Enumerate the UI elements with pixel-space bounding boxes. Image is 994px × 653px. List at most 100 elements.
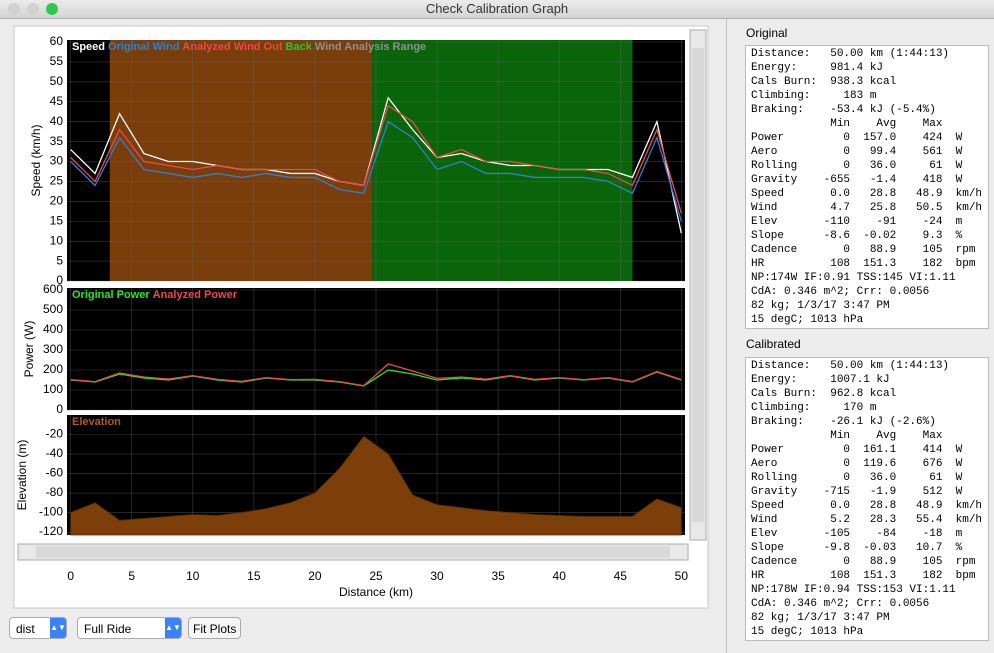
legend-entry: Analyzed Wind: [182, 41, 260, 53]
minimize-button[interactable]: [27, 3, 39, 15]
stats-line: Gravity -655 -1.4 418 W: [751, 174, 963, 186]
legend-entry: Analyzed Power: [153, 289, 238, 301]
stats-line: Cadence 0 88.9 105 rpm: [751, 556, 976, 568]
y-tick-label: 55: [50, 54, 64, 68]
y-tick-label: 10: [50, 233, 64, 247]
legend-entry: Wind Analysis Range: [315, 41, 426, 53]
stats-line: Cals Burn: 962.8 kcal: [751, 388, 897, 400]
stats-line: Elev -105 -84 -18 m: [751, 528, 963, 540]
y-axis-label: Elevation (m): [15, 440, 29, 511]
y-axis-label: Speed (km/h): [29, 124, 43, 196]
y-tick-label: 0: [56, 273, 63, 287]
y-tick-label: 35: [50, 134, 64, 148]
x-tick-label: 0: [67, 569, 74, 583]
legend-entry: Out: [264, 41, 283, 53]
stats-line: Energy: 1007.1 kJ: [751, 374, 890, 386]
zoom-button[interactable]: [46, 3, 58, 15]
close-button[interactable]: [8, 3, 20, 15]
button-label: Fit Plots: [193, 622, 237, 636]
stats-line: Climbing: 183 m: [751, 90, 877, 102]
y-tick-label: -60: [46, 466, 64, 480]
range-select[interactable]: Full Ride ▲▼: [77, 617, 182, 639]
stats-line: Speed 0.0 28.8 48.9 km/h: [751, 500, 983, 512]
stats-line: Rolling 0 36.0 61 W: [751, 472, 963, 484]
y-tick-label: 30: [50, 154, 64, 168]
stats-line: Braking: -53.4 kJ (-5.4%): [751, 104, 936, 116]
region: [372, 40, 633, 281]
y-tick-label: -120: [39, 524, 63, 538]
y-tick-label: 0: [56, 402, 63, 416]
x-tick-label: 45: [614, 569, 628, 583]
stats-line: NP:174W IF:0.91 TSS:145 VI:1.11: [751, 272, 956, 284]
legend-entry: Original Wind: [108, 41, 179, 53]
title-bar: Check Calibration Graph: [0, 0, 994, 19]
divider: [726, 19, 727, 653]
y-tick-label: 20: [50, 194, 64, 208]
stats-line: Cals Burn: 938.3 kcal: [751, 76, 897, 88]
y-tick-label: 50: [50, 74, 64, 88]
scroll-thumb[interactable]: [692, 48, 704, 522]
panel-title: Calibrated: [746, 337, 801, 351]
stats-line: CdA: 0.346 m^2; Crr: 0.0056: [751, 598, 930, 610]
stats-line: Power 0 161.1 414 W: [751, 444, 963, 456]
y-tick-label: -80: [46, 485, 64, 499]
stats-line: Elev -110 -91 -24 m: [751, 216, 963, 228]
stats-line: Slope -8.6 -0.02 9.3 %: [751, 230, 963, 242]
x-tick-label: 5: [128, 569, 135, 583]
y-tick-label: -40: [46, 446, 64, 460]
x-tick-label: 40: [553, 569, 567, 583]
y-tick-label: 500: [43, 302, 63, 316]
stats-line: Min Avg Max: [751, 118, 943, 130]
legend-entry: Original Power: [72, 289, 150, 301]
x-tick-label: 35: [491, 569, 505, 583]
y-tick-label: -100: [39, 505, 63, 519]
select-arrow: ▲▼: [165, 618, 181, 638]
legend-entry: Speed: [72, 41, 105, 53]
x-tick-label: 20: [308, 569, 322, 583]
axis-select[interactable]: dist ▲▼: [9, 617, 67, 639]
stats-line: Cadence 0 88.9 105 rpm: [751, 244, 976, 256]
x-tick-label: 10: [186, 569, 200, 583]
y-axis-label: Power (W): [22, 321, 36, 378]
x-axis-label: Distance (km): [339, 585, 413, 599]
y-tick-label: 5: [56, 253, 63, 267]
area: [70, 435, 682, 536]
stats-line: Energy: 981.4 kJ: [751, 62, 884, 74]
y-tick-label: 400: [43, 322, 63, 336]
legend-entry: Back: [286, 41, 313, 53]
stats-line: NP:178W IF:0.94 TSS:153 VI:1.11: [751, 584, 956, 596]
stats-line: Gravity -715 -1.9 512 W: [751, 486, 963, 498]
select-arrow: ▲▼: [50, 618, 66, 638]
stats-line: CdA: 0.346 m^2; Crr: 0.0056: [751, 286, 930, 298]
stats-line: Distance: 50.00 km (1:44:13): [751, 48, 950, 60]
stats-box: Distance: 50.00 km (1:44:13) Energy: 1007…: [745, 357, 989, 641]
stats-line: Wind 5.2 28.3 55.4 km/h: [751, 514, 983, 526]
stats-line: Wind 4.7 25.8 50.5 km/h: [751, 202, 983, 214]
x-tick-label: 30: [430, 569, 444, 583]
stats-line: Aero 0 119.6 676 W: [751, 458, 963, 470]
stats-line: Slope -9.8 -0.03 10.7 %: [751, 542, 963, 554]
x-tick-label: 15: [247, 569, 261, 583]
fit-plots-button[interactable]: Fit Plots: [188, 617, 241, 639]
stats-line: 82 kg; 1/3/17 3:47 PM: [751, 612, 890, 624]
stats-line: Aero 0 99.4 561 W: [751, 146, 963, 158]
y-tick-label: 600: [43, 282, 63, 296]
stats-line: HR 108 151.3 182 bpm: [751, 258, 976, 270]
stats-line: Speed 0.0 28.8 48.9 km/h: [751, 188, 983, 200]
stats-line: Power 0 157.0 424 W: [751, 132, 963, 144]
line: [70, 120, 682, 222]
stats-line: Rolling 0 36.0 61 W: [751, 160, 963, 172]
y-tick-label: 300: [43, 342, 63, 356]
x-tick-label: 25: [369, 569, 383, 583]
legend-entry: Elevation: [72, 416, 121, 428]
y-tick-label: 25: [50, 174, 64, 188]
stats-line: 82 kg; 1/3/17 3:47 PM: [751, 300, 890, 312]
stats-line: 15 degC; 1013 hPa: [751, 314, 864, 326]
select-value: Full Ride: [84, 622, 132, 636]
region: [109, 40, 373, 281]
scroll-thumb[interactable]: [36, 546, 670, 558]
stats-line: Braking: -26.1 kJ (-2.6%): [751, 416, 936, 428]
line: [70, 363, 682, 387]
